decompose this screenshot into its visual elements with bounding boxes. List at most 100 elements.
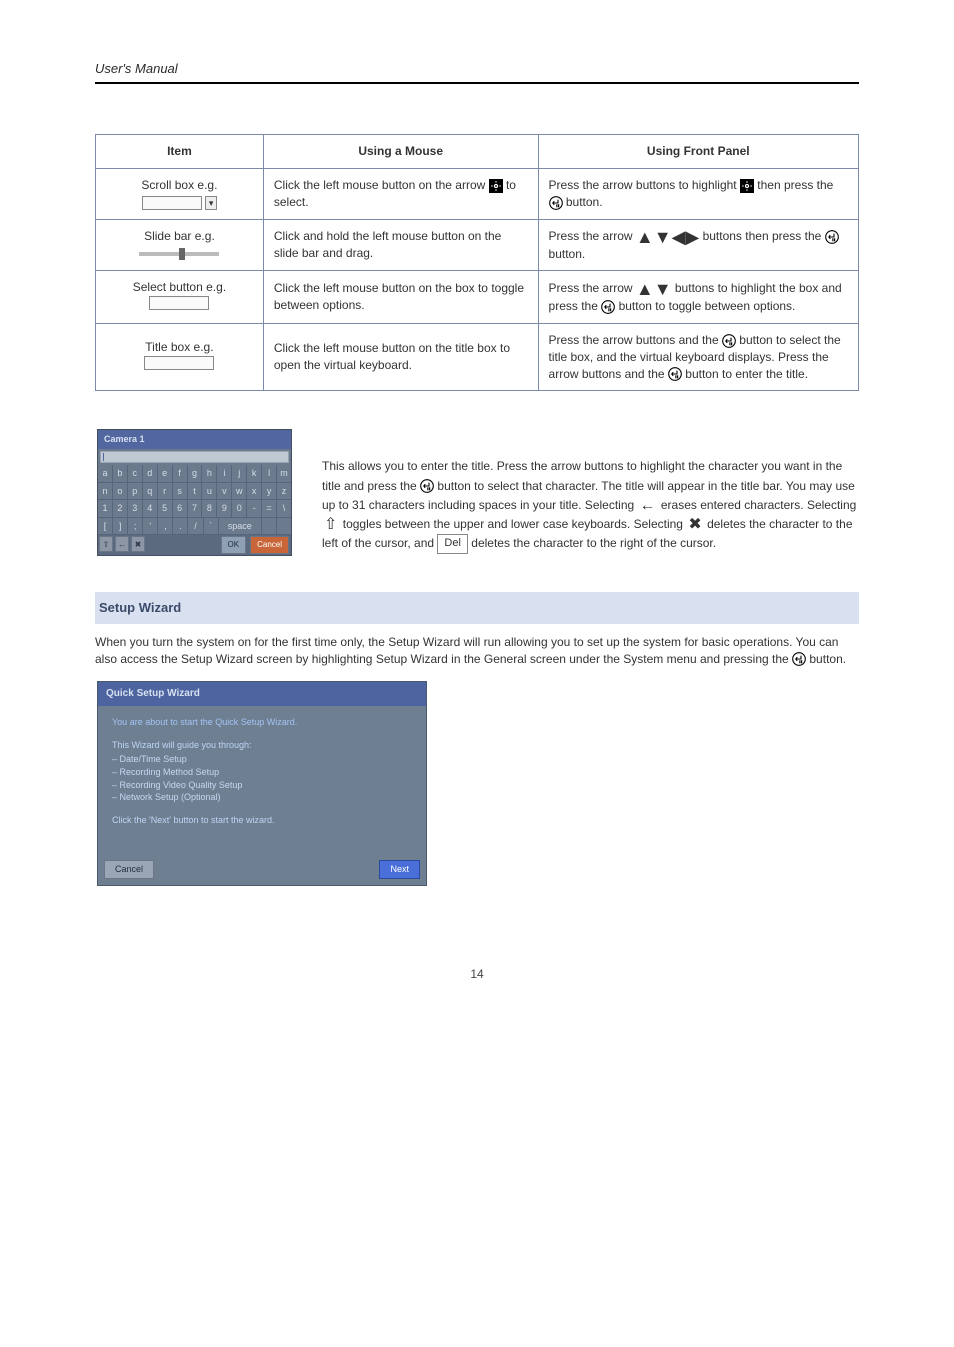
kbd-row-3: [];',./`space	[98, 518, 291, 536]
enter-icon	[722, 334, 736, 348]
keyboard-key: z	[277, 483, 291, 501]
keyboard-cancel-button: Cancel	[250, 536, 289, 553]
wizard-item-list: Date/Time Setup Recording Method Setup R…	[112, 753, 412, 803]
keyboard-title: Camera 1	[98, 430, 291, 449]
keyboard-key: 6	[173, 500, 188, 518]
table-row: Scroll box e.g. ▾ Click the left mouse b…	[96, 168, 859, 219]
keyboard-key: -	[247, 500, 262, 518]
front-cell: Press the arrow buttons to highlight the…	[538, 168, 858, 219]
keyboard-key: 5	[158, 500, 173, 518]
keyboard-key: 9	[217, 500, 232, 518]
page-header: User's Manual	[95, 60, 859, 84]
item-cell: Scroll box e.g. ▾	[96, 168, 264, 219]
target-icon	[489, 179, 503, 193]
keyboard-key	[277, 518, 291, 536]
keyboard-key: 2	[113, 500, 128, 518]
keyboard-key: s	[173, 483, 188, 501]
enter-icon	[825, 230, 839, 244]
front-cell: Press the arrow ▲▼ buttons to highlight …	[538, 271, 858, 324]
keyboard-key: o	[113, 483, 128, 501]
shift-icon: ⇧	[99, 536, 113, 552]
keyboard-key: u	[202, 483, 217, 501]
keyboard-key: p	[128, 483, 143, 501]
enter-icon	[549, 196, 563, 210]
arrows-icon: ▲▼	[636, 280, 672, 298]
slidebar-icon	[139, 252, 219, 256]
kbd-row-1: nopqrstuvwxyz	[98, 483, 291, 501]
controls-table: Item Using a Mouse Using Front Panel Scr…	[95, 134, 859, 391]
table-row: Slide bar e.g. Click and hold the left m…	[96, 219, 859, 271]
col-item: Item	[96, 135, 264, 169]
kbd-row-0: abcdefghijklm	[98, 465, 291, 483]
wizard-cancel-button: Cancel	[104, 860, 154, 879]
keyboard-key: n	[98, 483, 113, 501]
keyboard-key: y	[262, 483, 277, 501]
keyboard-key: f	[173, 465, 188, 483]
keyboard-key: m	[277, 465, 291, 483]
keyboard-key: [	[98, 518, 113, 536]
keyboard-key: x	[247, 483, 262, 501]
manual-title: User's Manual	[95, 61, 178, 76]
wizard-item: Recording Video Quality Setup	[112, 779, 412, 792]
keyboard-key: q	[143, 483, 158, 501]
keyboard-note-text: This allows you to enter the title. Pres…	[322, 417, 859, 553]
wizard-item: Network Setup (Optional)	[112, 791, 412, 804]
keyboard-key: ]	[113, 518, 128, 536]
front-cell: Press the arrow buttons and the button t…	[538, 323, 858, 390]
scrollbox-arrow-icon: ▾	[205, 196, 217, 210]
keyboard-key: `	[204, 518, 219, 536]
keyboard-input	[100, 451, 289, 463]
x-icon: ✖	[131, 536, 145, 552]
wizard-title: Quick Setup Wizard	[98, 682, 426, 706]
keyboard-key	[262, 518, 277, 536]
keyboard-key: r	[158, 483, 173, 501]
keyboard-key: 3	[128, 500, 143, 518]
keyboard-note-row: Camera 1 abcdefghijklm nopqrstuvwxyz 123…	[95, 417, 859, 571]
keyboard-key: e	[158, 465, 173, 483]
mouse-cell: Click and hold the left mouse button on …	[263, 219, 538, 271]
keyboard-key: ,	[158, 518, 173, 536]
keyboard-key: v	[217, 483, 232, 501]
setup-wizard-figure: Quick Setup Wizard You are about to star…	[97, 681, 427, 886]
table-row: Title box e.g. Click the left mouse butt…	[96, 323, 859, 390]
mouse-cell: Click the left mouse button on the box t…	[263, 271, 538, 324]
enter-icon	[601, 300, 615, 314]
keyboard-key: a	[98, 465, 113, 483]
mouse-cell: Click the left mouse button on the arrow…	[263, 168, 538, 219]
titlebox-icon	[144, 356, 214, 370]
enter-icon	[420, 479, 434, 493]
item-cell: Select button e.g.	[96, 271, 264, 324]
col-front: Using Front Panel	[538, 135, 858, 169]
wizard-lead: You are about to start the Quick Setup W…	[112, 716, 412, 729]
enter-icon	[668, 367, 682, 381]
keyboard-key: b	[113, 465, 128, 483]
setup-wizard-heading: Setup Wizard	[95, 592, 859, 624]
keyboard-key: k	[247, 465, 262, 483]
keyboard-key: h	[202, 465, 217, 483]
keyboard-key: g	[188, 465, 203, 483]
enter-icon	[792, 652, 806, 666]
keyboard-key: d	[143, 465, 158, 483]
wizard-next-button: Next	[379, 860, 420, 879]
item-cell: Slide bar e.g.	[96, 219, 264, 271]
keyboard-key: 8	[202, 500, 217, 518]
arrows-icon: ▲▼◀▶	[636, 228, 699, 246]
keyboard-key: i	[217, 465, 232, 483]
keyboard-key: t	[188, 483, 203, 501]
item-cell: Title box e.g.	[96, 323, 264, 390]
wizard-item: Date/Time Setup	[112, 753, 412, 766]
keyboard-key: 4	[143, 500, 158, 518]
keyboard-grid: abcdefghijklm nopqrstuvwxyz 1234567890-=…	[98, 465, 291, 535]
back-arrow-icon: ←	[640, 498, 656, 514]
setup-wizard-intro: When you turn the system on for the firs…	[95, 634, 859, 668]
keyboard-bottom-bar: ⇧ ← ✖ OK Cancel	[98, 535, 291, 554]
keyboard-key: \	[277, 500, 291, 518]
keyboard-key: l	[262, 465, 277, 483]
front-cell: Press the arrow ▲▼◀▶ buttons then press …	[538, 219, 858, 271]
keyboard-key: 1	[98, 500, 113, 518]
keyboard-key: w	[232, 483, 247, 501]
shift-icon: ⇧	[324, 517, 337, 533]
wizard-item: Recording Method Setup	[112, 766, 412, 779]
wizard-click-next: Click the 'Next' button to start the wiz…	[112, 814, 412, 827]
keyboard-key: .	[173, 518, 188, 536]
